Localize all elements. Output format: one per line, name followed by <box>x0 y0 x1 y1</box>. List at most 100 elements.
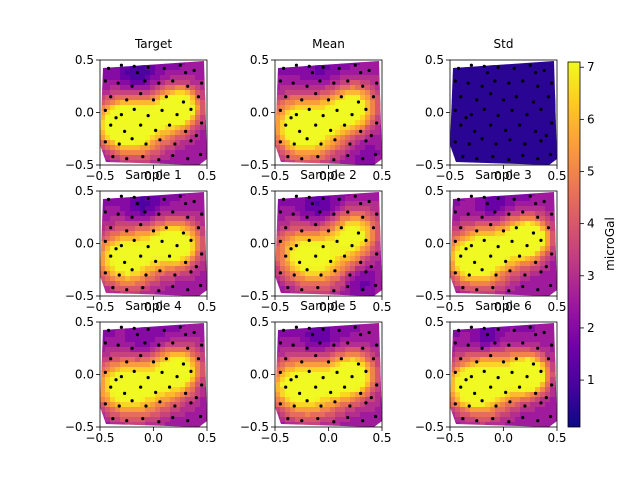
heatmap-cell <box>540 362 546 368</box>
station-point <box>186 84 190 88</box>
heatmap-cell <box>125 323 131 328</box>
heatmap-cell <box>510 281 516 287</box>
heatmap-cell <box>370 75 376 81</box>
heatmap-cell <box>555 281 557 287</box>
heatmap-cell <box>525 323 531 328</box>
heatmap-cell <box>205 367 207 373</box>
heatmap-cell <box>285 327 291 333</box>
heatmap-cell <box>505 266 511 272</box>
heatmap-cell <box>120 155 126 161</box>
heatmap-cell <box>480 85 486 91</box>
heatmap-cell <box>365 211 371 217</box>
heatmap-cell <box>205 323 207 328</box>
heatmap-cells <box>450 323 557 427</box>
heatmap-cell <box>490 192 496 197</box>
heatmap-cell <box>365 412 371 418</box>
heatmap-cell <box>335 347 341 353</box>
heatmap-cell <box>125 90 131 96</box>
heatmap-cell <box>520 100 526 106</box>
station-point <box>371 95 376 99</box>
heatmap-cell <box>525 246 531 252</box>
heatmap-cell <box>540 357 546 363</box>
heatmap-cell <box>160 211 166 217</box>
heatmap-cell <box>130 286 136 292</box>
heatmap-cell <box>145 216 151 222</box>
heatmap-cell <box>550 347 556 353</box>
heatmap-cell <box>275 362 281 368</box>
heatmap-cell <box>280 286 286 292</box>
heatmap-cell <box>555 251 557 257</box>
heatmap-cell <box>285 125 291 131</box>
heatmap-cell <box>190 160 196 165</box>
heatmap-cell <box>315 196 321 202</box>
station-point <box>469 325 473 329</box>
heatmap-cell <box>540 276 546 282</box>
heatmap-cell <box>280 201 286 207</box>
heatmap-cell <box>465 216 471 222</box>
heatmap-cell <box>350 281 356 287</box>
heatmap-cell <box>500 352 506 358</box>
heatmap-cell <box>350 352 356 358</box>
heatmap-cell <box>330 422 336 427</box>
heatmap-cell <box>305 402 311 408</box>
heatmap-cell <box>330 75 336 81</box>
heatmap-cell <box>350 342 356 348</box>
heatmap-cell <box>500 196 506 202</box>
heatmap-cell <box>140 236 146 242</box>
heatmap-cell <box>200 95 206 101</box>
heatmap-cell <box>525 160 531 165</box>
heatmap-cell <box>205 402 207 408</box>
heatmap-cell <box>345 286 351 292</box>
heatmap-cell <box>375 221 381 227</box>
heatmap-cell <box>520 397 526 403</box>
heatmap-cell <box>380 256 382 262</box>
heatmap-cell <box>365 115 371 121</box>
heatmap-cell <box>330 412 336 418</box>
heatmap-cell <box>175 377 181 383</box>
heatmap-cell <box>515 402 521 408</box>
heatmap-cell <box>530 196 536 202</box>
heatmap-cell <box>455 115 461 121</box>
heatmap-cell <box>515 417 521 423</box>
heatmap-cell <box>320 347 326 353</box>
station-point <box>200 81 204 85</box>
heatmap-cell <box>120 392 126 398</box>
heatmap-cell <box>360 65 366 71</box>
heatmap-cell <box>165 342 171 348</box>
heatmap-cell <box>375 125 381 131</box>
heatmap-cell <box>345 236 351 242</box>
heatmap-cell <box>505 75 511 81</box>
station-point <box>305 137 309 141</box>
heatmap-cell <box>165 201 171 207</box>
y-tick-label: −0.5 <box>240 158 269 172</box>
heatmap-cell <box>380 261 382 267</box>
heatmap-cell <box>130 160 136 165</box>
heatmap-cell <box>305 271 311 277</box>
station-point <box>333 269 337 273</box>
heatmap-cell <box>200 246 206 252</box>
station-point <box>536 346 540 350</box>
heatmap-cell <box>380 286 382 292</box>
heatmap-cell <box>555 241 557 247</box>
heatmap-cell <box>365 256 371 262</box>
station-point <box>143 79 147 83</box>
heatmap-cell <box>120 382 126 388</box>
heatmap-cell <box>125 125 131 131</box>
heatmap-cell <box>460 256 466 262</box>
heatmap-cell <box>460 372 466 378</box>
heatmap-cell <box>525 352 531 358</box>
heatmap-cell <box>355 80 361 86</box>
heatmap-cell <box>465 352 471 358</box>
heatmap-cell <box>205 397 207 403</box>
station-point <box>521 210 525 214</box>
heatmap-cell <box>490 276 496 282</box>
heatmap-cell <box>155 382 161 388</box>
heatmap-cell <box>355 397 361 403</box>
heatmap-cell <box>370 347 376 353</box>
heatmap-cell <box>530 291 536 296</box>
heatmap-cell <box>550 90 556 96</box>
heatmap-cell <box>145 246 151 252</box>
heatmap-cell <box>285 231 291 237</box>
heatmap-cell <box>505 256 511 262</box>
y-tick-label: −0.5 <box>65 420 94 434</box>
